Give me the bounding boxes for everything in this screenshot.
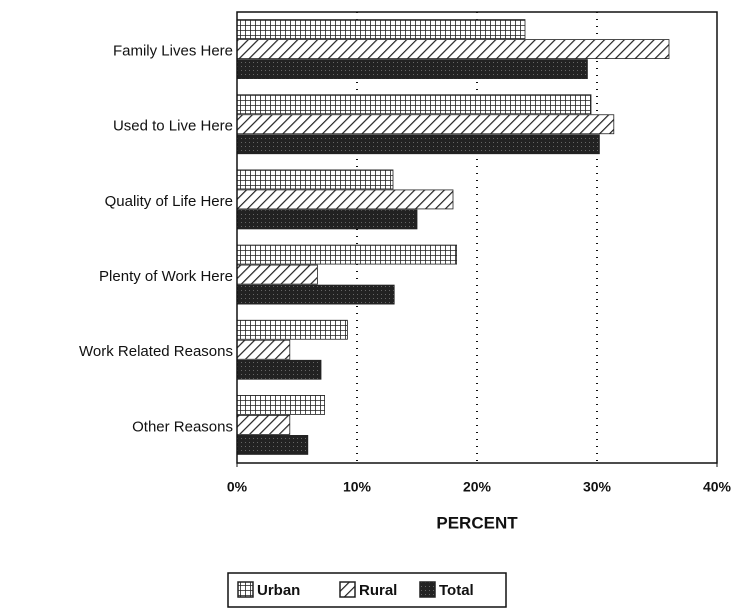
bar [236, 94, 592, 115]
bar [236, 19, 526, 39]
x-tick-label: 0% [227, 479, 248, 495]
bar [236, 264, 318, 285]
bar [236, 339, 291, 360]
bar [236, 359, 322, 380]
y-tick-label: Used to Live Here [113, 118, 233, 135]
legend-label: Total [439, 582, 474, 599]
y-tick-label: Quality of Life Here [105, 193, 233, 210]
legend-swatch [419, 581, 436, 598]
legend-box [227, 572, 507, 608]
x-axis-label: PERCENT [436, 513, 518, 532]
plot-frame [236, 11, 718, 464]
bar [236, 244, 458, 265]
x-tick-label: 20% [463, 479, 492, 495]
y-tick-label: Other Reasons [132, 418, 233, 435]
legend-label: Rural [359, 582, 397, 599]
bar [236, 284, 395, 305]
x-tick-label: 10% [343, 479, 372, 495]
bar [236, 189, 454, 210]
bar [236, 435, 309, 455]
bar [236, 59, 588, 79]
bar [236, 169, 394, 190]
y-tick-label: Work Related Reasons [79, 343, 233, 360]
bar [236, 134, 600, 155]
legend-swatch [339, 581, 356, 598]
bar [236, 415, 291, 435]
y-tick-label: Family Lives Here [113, 43, 233, 60]
bar [236, 39, 670, 59]
bar [236, 395, 325, 415]
bar [236, 209, 418, 230]
bar [236, 319, 348, 340]
bar [236, 114, 615, 135]
y-tick-label: Plenty of Work Here [99, 268, 233, 285]
legend-label: Urban [257, 582, 300, 599]
x-tick-label: 30% [583, 479, 612, 495]
x-tick-label: 40% [703, 479, 732, 495]
legend-swatch [237, 581, 254, 598]
